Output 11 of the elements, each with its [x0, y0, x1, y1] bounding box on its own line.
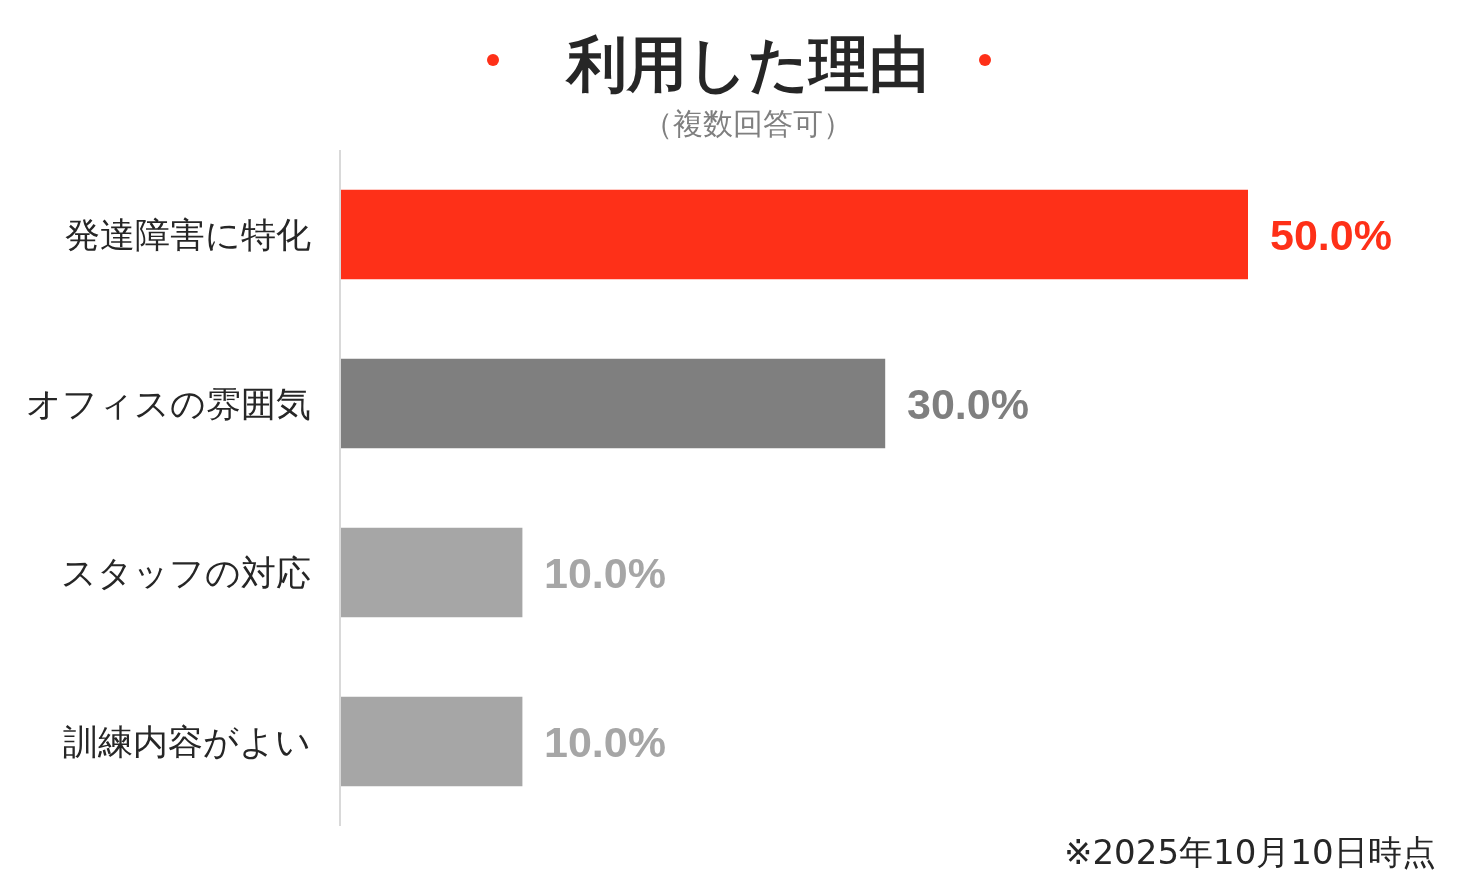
y-tick-label: オフィスの雰囲気 [26, 383, 311, 424]
data-label: 50.0% [1270, 211, 1392, 259]
data-label: 30.0% [907, 380, 1029, 428]
y-tick-label: 発達障害に特化 [65, 214, 311, 255]
text: ※2025年10月10日時点 [1064, 832, 1436, 872]
chart-subtitle: （複数回答可） [643, 106, 853, 141]
y-tick-label: スタッフの対応 [61, 552, 311, 593]
y-tick-label: 訓練内容がよい [63, 721, 311, 762]
chart-title: 利用した理由 [565, 29, 929, 99]
data-label: 10.0% [544, 718, 666, 766]
data-label: 10.0% [544, 549, 666, 597]
